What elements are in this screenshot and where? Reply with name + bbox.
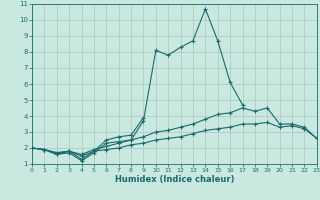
X-axis label: Humidex (Indice chaleur): Humidex (Indice chaleur)	[115, 175, 234, 184]
